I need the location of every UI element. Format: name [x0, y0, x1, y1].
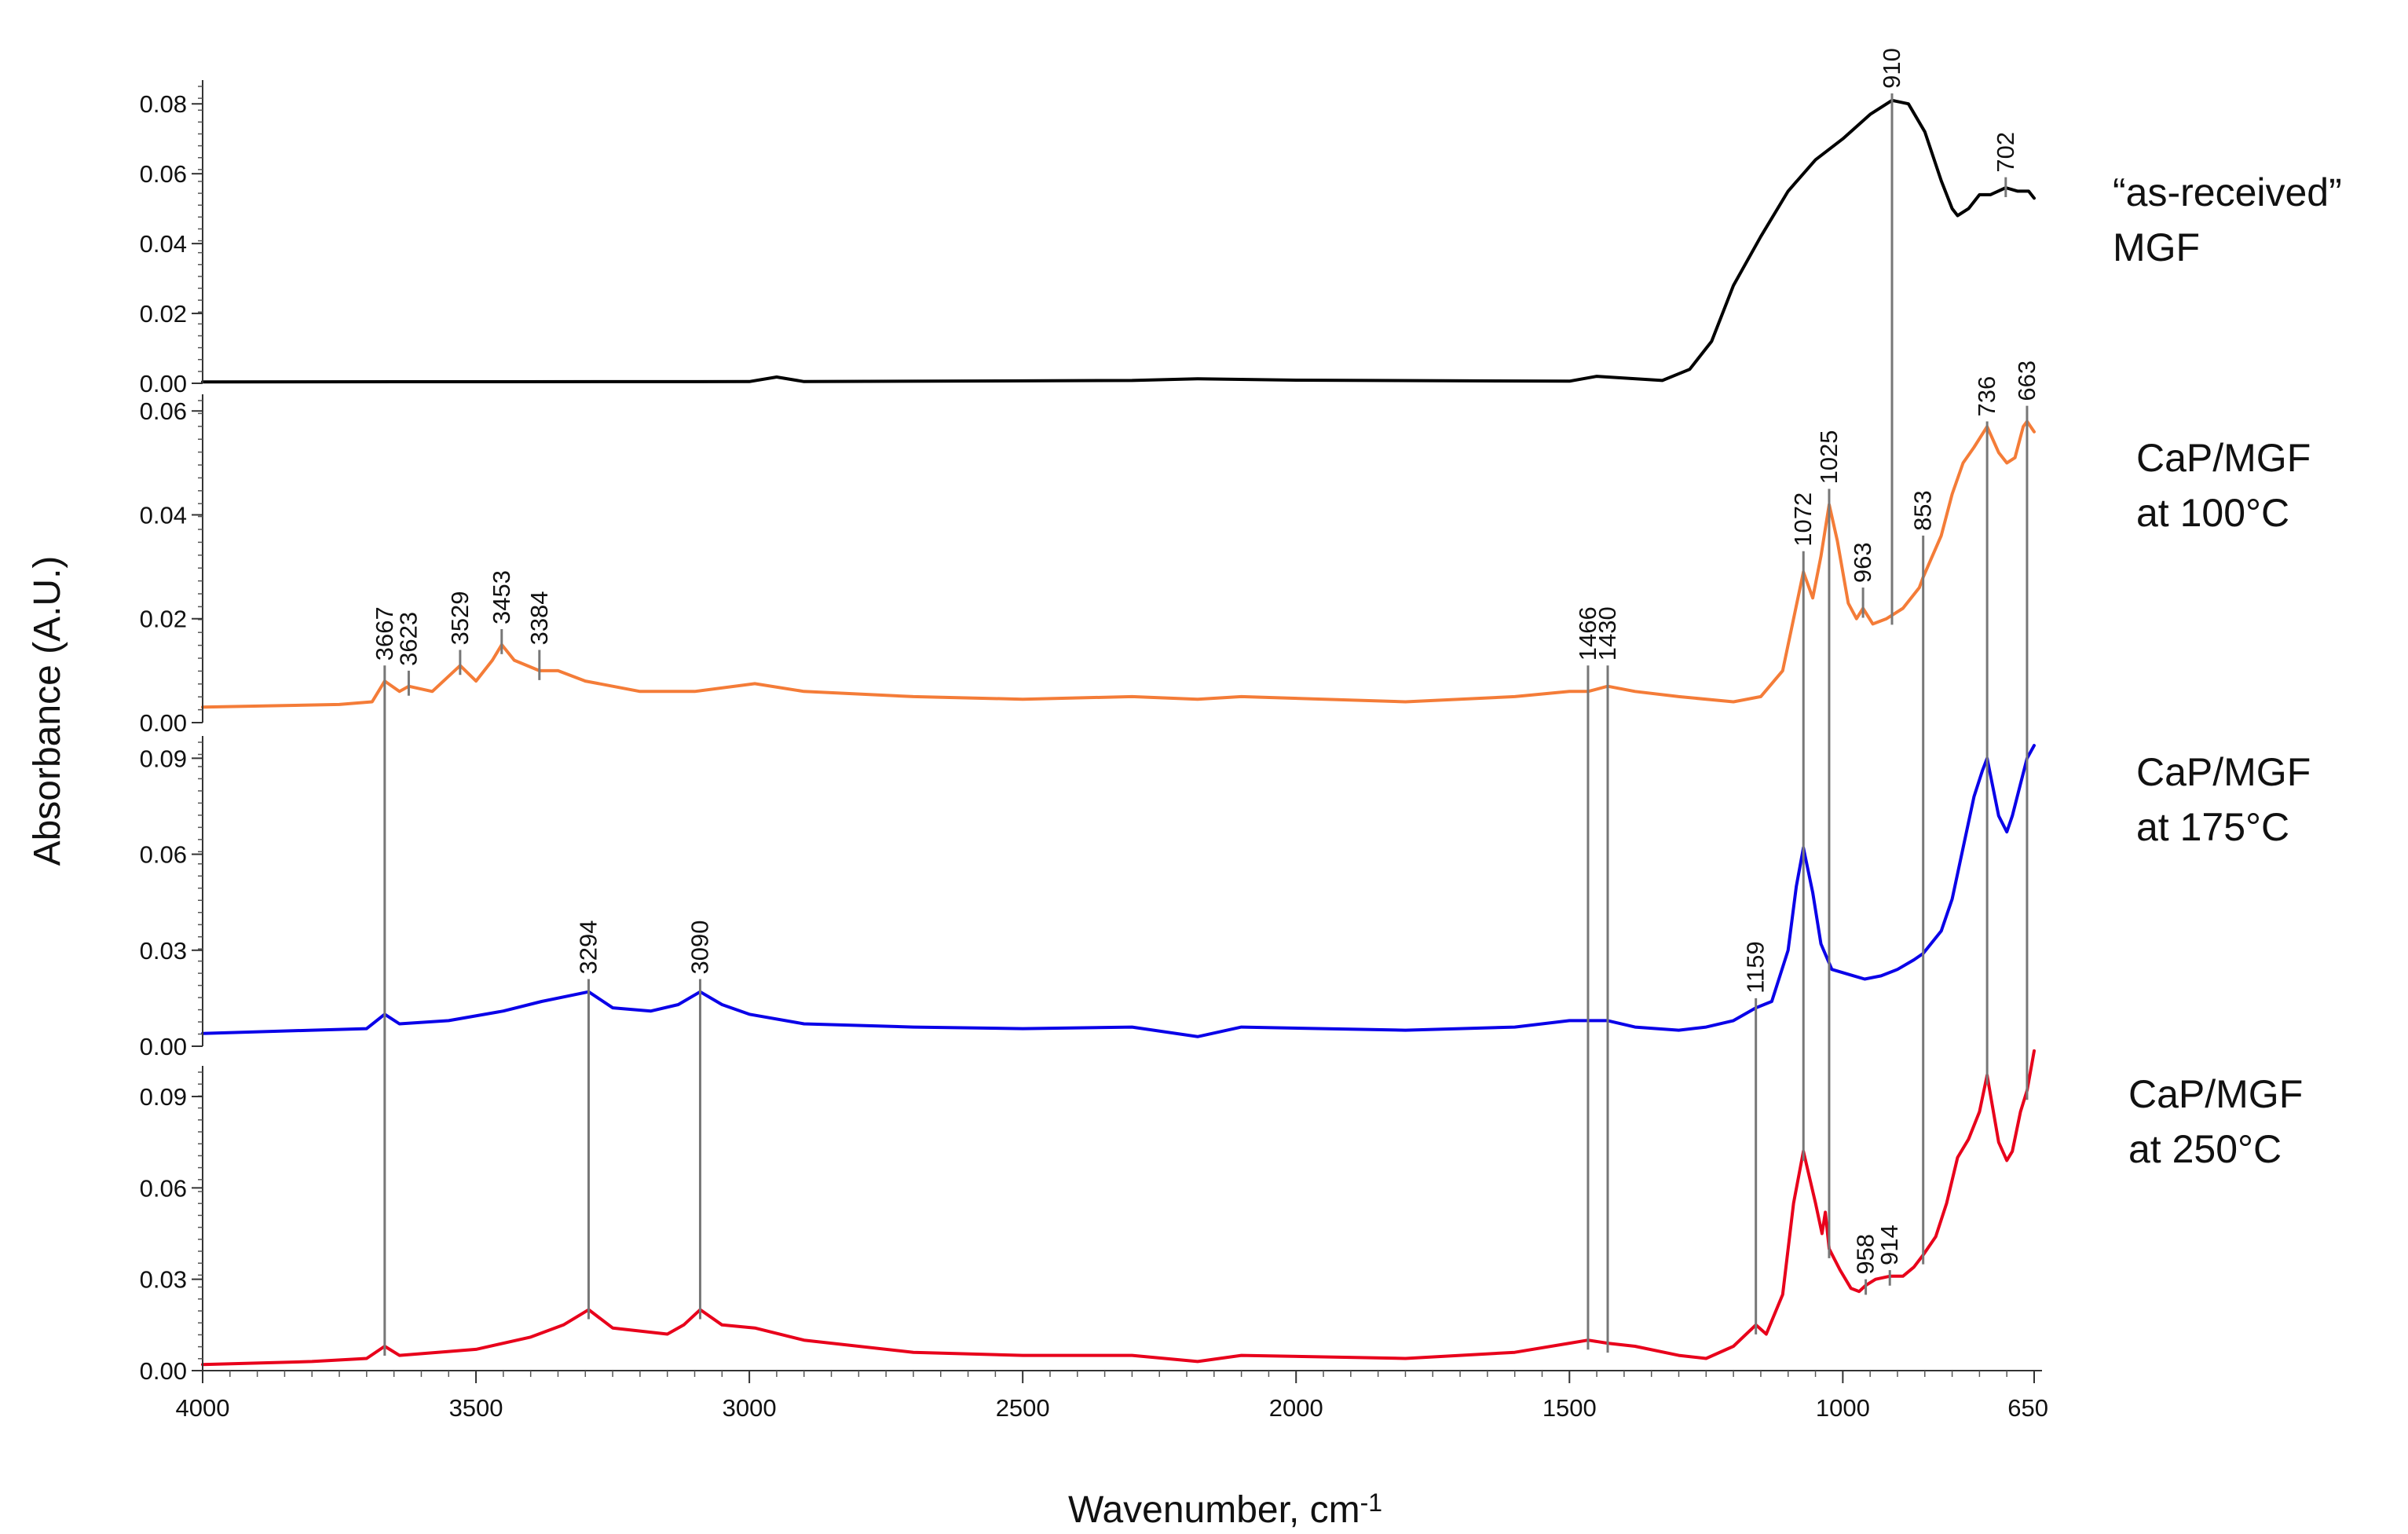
peak-label-963: 963: [1849, 542, 1876, 583]
y-tick-label: 0.02: [140, 606, 187, 633]
spectrum-line-1: [201, 98, 2036, 384]
y-axis-title: Absorbance (A.U.): [27, 556, 68, 866]
peak-label-3384: 3384: [525, 591, 553, 645]
y-tick-label: 0.00: [140, 370, 187, 397]
spectrum-line-3: [201, 744, 2036, 1038]
series-label-3: at 175°C: [2136, 805, 2289, 849]
x-tick-label: 4000: [176, 1394, 230, 1422]
x-tick-label: 3000: [723, 1394, 777, 1422]
y-tick-label: 0.00: [140, 709, 187, 737]
y-tick-label: 0.06: [140, 1174, 187, 1202]
series-label-1: “as-received”: [2113, 170, 2342, 214]
spectrum-line-2: [201, 419, 2036, 709]
y-tick-label: 0.06: [140, 841, 187, 869]
y-tick-label: 0.03: [140, 937, 187, 965]
peak-label-853: 853: [1909, 490, 1937, 531]
series-label-2: CaP/MGF: [2136, 436, 2311, 480]
spectrum-lines: [201, 98, 2036, 1367]
peak-label-3529: 3529: [446, 591, 474, 645]
peak-label-914: 914: [1876, 1225, 1903, 1265]
y-tick-label: 0.02: [140, 300, 187, 328]
x-tick-label: 2500: [996, 1394, 1050, 1422]
series-label-2: at 100°C: [2136, 491, 2289, 535]
y-tick-label: 0.08: [140, 90, 187, 118]
x-tick-label: 1500: [1543, 1394, 1597, 1422]
panel-labels: “as-received” MGF CaP/MGF at 100°C CaP/MGF at…: [2113, 170, 2342, 1171]
y-tick-label: 0.00: [140, 1033, 187, 1060]
y-tick-label: 0.04: [140, 501, 187, 529]
x-tick-label: 650: [2007, 1394, 2048, 1422]
peak-label-1466: 1466: [1574, 606, 1601, 661]
x-axis-title: Wavenumber, cm-1: [1068, 1488, 1382, 1531]
peak-label-1025: 1025: [1815, 430, 1843, 484]
y-tick-label: 0.03: [140, 1266, 187, 1294]
series-label-1: MGF: [2113, 225, 2200, 269]
series-label-4: CaP/MGF: [2128, 1072, 2303, 1116]
x-tick-label: 2000: [1269, 1394, 1323, 1422]
y-tick-label: 0.04: [140, 230, 187, 258]
peak-label-736: 736: [1973, 376, 2000, 417]
series-label-4: at 250°C: [2128, 1127, 2282, 1171]
peak-label-663: 663: [2013, 361, 2040, 401]
peak-label-3090: 3090: [686, 920, 713, 974]
peak-label-1072: 1072: [1789, 492, 1817, 547]
y-tick-label: 0.09: [140, 745, 187, 772]
peak-label-3667: 3667: [371, 606, 398, 661]
y-tick-label: 0.00: [140, 1357, 187, 1385]
y-tick-label: 0.09: [140, 1083, 187, 1111]
peak-label-3623: 3623: [394, 612, 422, 666]
x-axis-title-superscript: -1: [1360, 1488, 1382, 1517]
peak-label-1430: 1430: [1594, 606, 1621, 661]
axes: 0.000.020.040.060.080.000.020.040.060.00…: [140, 80, 2048, 1422]
x-tick-label: 1000: [1816, 1394, 1870, 1422]
peak-label-1159: 1159: [1742, 941, 1769, 994]
series-label-3: CaP/MGF: [2136, 750, 2311, 794]
x-tick-label: 3500: [449, 1394, 503, 1422]
peak-label-3294: 3294: [574, 920, 602, 974]
y-tick-label: 0.06: [140, 160, 187, 188]
peak-label-3453: 3453: [488, 570, 515, 624]
peak-label-910: 910: [1878, 48, 1905, 89]
y-tick-label: 0.06: [140, 397, 187, 425]
peak-label-958: 958: [1852, 1234, 1879, 1275]
spectrum-line-4: [201, 1049, 2036, 1367]
peak-label-702: 702: [1992, 132, 2019, 173]
